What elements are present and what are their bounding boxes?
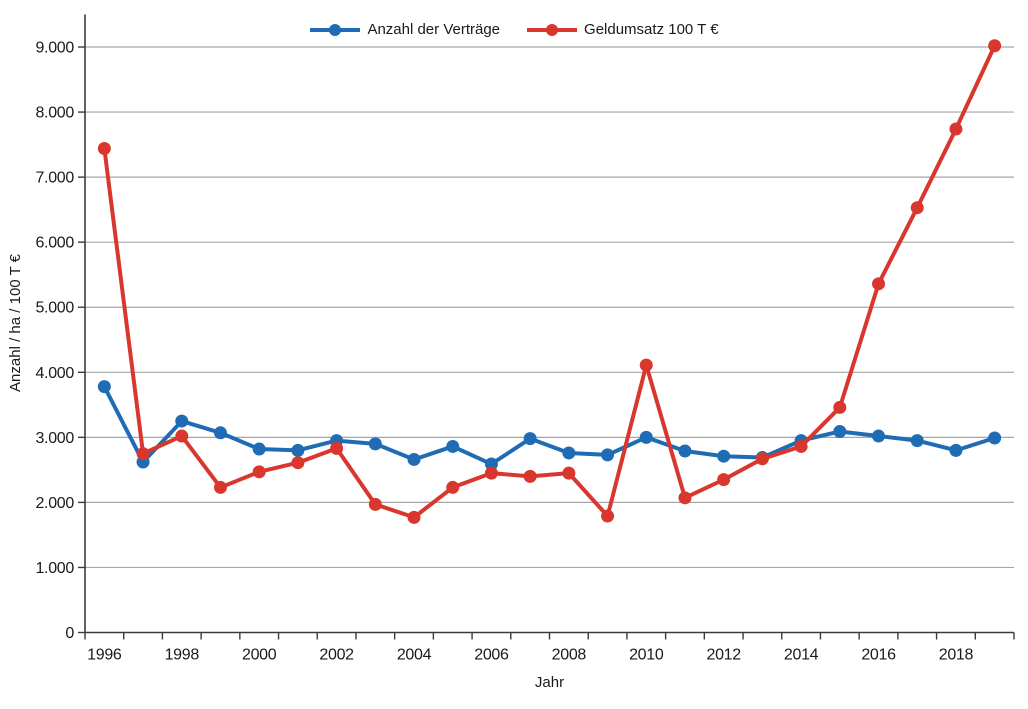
series-marker-1 (407, 510, 421, 524)
legend-item-0: Anzahl der Verträge (309, 21, 500, 38)
series-marker-1 (484, 466, 498, 480)
series-marker-1 (601, 509, 615, 523)
y-axis-title: Anzahl / ha / 100 T € (7, 254, 24, 392)
series-marker-0 (407, 452, 421, 466)
y-tick-label: 4.000 (35, 365, 74, 382)
series-marker-1 (833, 400, 847, 414)
x-tick-label: 2012 (706, 647, 741, 664)
series-marker-1 (988, 39, 1002, 53)
y-tick-label: 0 (65, 625, 74, 642)
series-marker-1 (330, 441, 344, 455)
series-marker-0 (446, 439, 460, 453)
series-marker-1 (949, 122, 963, 136)
legend-item-1: Geldumsatz 100 T € (526, 21, 719, 38)
series-marker-0 (910, 434, 924, 448)
series-marker-0 (949, 443, 963, 457)
series-marker-1 (291, 456, 305, 470)
x-tick-label: 2006 (474, 647, 509, 664)
series-marker-1 (794, 439, 808, 453)
x-tick-label: 2004 (397, 647, 432, 664)
series-marker-0 (484, 457, 498, 471)
series-marker-0 (872, 429, 886, 443)
x-tick-label: 2010 (629, 647, 664, 664)
series-marker-1 (136, 447, 150, 461)
legend: Anzahl der Verträge Geldumsatz 100 T € (0, 21, 1028, 38)
y-tick-label: 2.000 (35, 495, 74, 512)
series-marker-1 (717, 473, 731, 487)
series-marker-1 (252, 465, 266, 479)
series-marker-0 (291, 443, 305, 457)
y-tick-label: 6.000 (35, 235, 74, 252)
legend-line-marker-icon (310, 23, 361, 36)
y-tick-label: 3.000 (35, 430, 74, 447)
series-marker-0 (562, 446, 576, 460)
x-tick-label: 2018 (939, 647, 974, 664)
series-marker-1 (755, 452, 769, 466)
series-marker-1 (368, 497, 382, 511)
series-marker-0 (717, 449, 731, 463)
legend-label: Geldumsatz 100 T € (584, 21, 719, 38)
series-marker-0 (97, 380, 111, 394)
series-line-1 (102, 43, 997, 520)
series-marker-0 (368, 437, 382, 451)
series-marker-1 (446, 480, 460, 494)
legend-label: Anzahl der Verträge (367, 21, 501, 38)
series-marker-1 (175, 429, 189, 443)
series-marker-0 (601, 448, 615, 462)
x-tick-label: 2016 (861, 647, 896, 664)
series-marker-0 (833, 424, 847, 438)
y-tick-label: 1.000 (35, 560, 74, 577)
series-marker-0 (175, 414, 189, 428)
series-marker-1 (639, 358, 653, 372)
series-marker-0 (639, 430, 653, 444)
y-tick-label: 9.000 (35, 40, 74, 57)
x-tick-label: 1998 (165, 647, 200, 664)
y-tick-label: 5.000 (35, 300, 74, 317)
y-tick-label: 8.000 (35, 105, 74, 122)
legend-line-marker-icon (527, 23, 578, 36)
y-tick-label: 7.000 (35, 170, 74, 187)
series-marker-1 (213, 480, 227, 494)
series-marker-0 (213, 426, 227, 440)
series-marker-0 (678, 444, 692, 458)
x-axis-title: Jahr (534, 674, 565, 691)
x-tick-label: 2008 (552, 647, 587, 664)
x-tick-label: 2002 (319, 647, 354, 664)
series-marker-1 (97, 142, 111, 156)
series-marker-1 (562, 466, 576, 480)
series-marker-1 (523, 469, 537, 483)
series-marker-0 (523, 432, 537, 446)
series-line-0 (102, 384, 997, 467)
x-tick-label: 2014 (784, 647, 819, 664)
x-tick-label: 1996 (87, 647, 122, 664)
x-tick-label: 2000 (242, 647, 277, 664)
series-marker-0 (988, 431, 1002, 445)
series-marker-1 (872, 277, 886, 291)
series-marker-1 (910, 201, 924, 215)
series-marker-1 (678, 491, 692, 505)
series-marker-0 (252, 442, 266, 456)
